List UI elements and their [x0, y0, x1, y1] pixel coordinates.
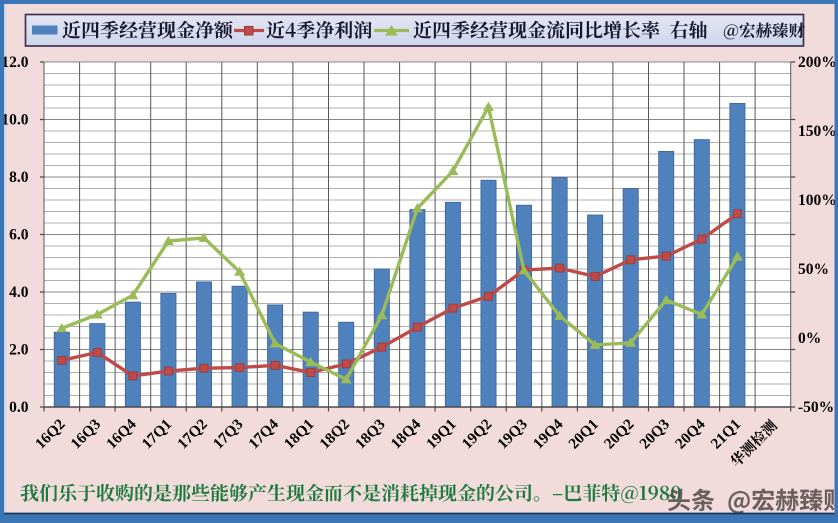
svg-text:50%: 50% — [798, 261, 829, 278]
svg-text:-50%: -50% — [798, 399, 834, 416]
svg-text:150%: 150% — [798, 123, 837, 140]
svg-text:6.0: 6.0 — [9, 227, 29, 244]
svg-text:10.0: 10.0 — [1, 112, 28, 129]
svg-text:100%: 100% — [798, 192, 837, 209]
svg-text:200%: 200% — [798, 54, 837, 71]
svg-text:4.0: 4.0 — [9, 284, 29, 301]
svg-text:2.0: 2.0 — [9, 342, 29, 359]
svg-text:0.0: 0.0 — [9, 399, 29, 416]
svg-text:0%: 0% — [798, 330, 821, 347]
svg-text:8.0: 8.0 — [9, 169, 29, 186]
svg-text:12.0: 12.0 — [1, 54, 28, 71]
